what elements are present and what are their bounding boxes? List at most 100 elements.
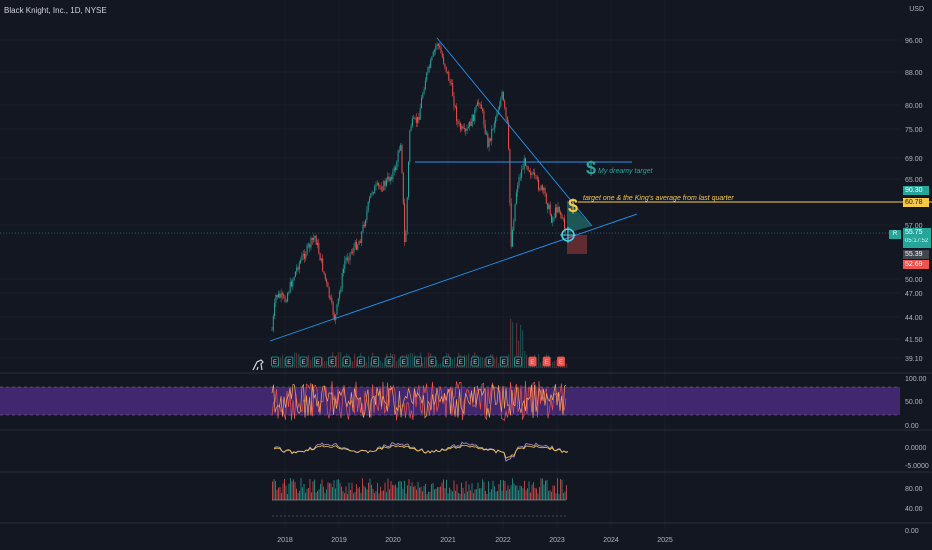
currency-label[interactable]: USD	[909, 6, 924, 13]
earnings-marker[interactable]	[399, 356, 408, 367]
dreamy-target-label[interactable]: My dreamy target	[598, 168, 654, 175]
earnings-marker[interactable]	[485, 356, 494, 367]
earnings-marker[interactable]	[471, 356, 480, 367]
oscillator-bar	[407, 485, 408, 500]
earnings-marker[interactable]	[428, 356, 437, 367]
candle-body	[362, 224, 364, 232]
oscillator-bar	[350, 490, 351, 500]
earnings-marker[interactable]	[271, 356, 279, 367]
oscillator-bar	[525, 490, 527, 500]
candle-body	[339, 291, 341, 299]
earnings-marker[interactable]	[414, 356, 422, 367]
price-tick-label: 88.00	[905, 70, 923, 77]
oscillator-bar	[564, 491, 566, 500]
volume-bar	[554, 360, 556, 368]
oscillator-bar	[495, 491, 497, 500]
candle-body	[293, 277, 295, 281]
candle-body	[287, 293, 289, 302]
earnings-marker[interactable]	[499, 356, 508, 367]
volume-bar	[510, 318, 512, 368]
volume-bar	[410, 352, 412, 368]
earnings-marker[interactable]	[557, 356, 565, 367]
earnings-marker[interactable]	[442, 356, 451, 367]
earnings-marker[interactable]	[514, 356, 522, 367]
oscillator-bar	[486, 493, 488, 500]
oscillator-bar	[444, 487, 446, 500]
oscillator-bar	[395, 484, 396, 500]
candle-body	[291, 281, 292, 287]
oscillator-bar	[461, 482, 462, 500]
earnings-marker[interactable]	[528, 356, 537, 367]
oscillator-bar	[387, 478, 389, 500]
oscillator-bar	[435, 488, 437, 500]
volume-bar	[454, 357, 456, 368]
candle-body	[492, 128, 494, 130]
volume-bar	[284, 359, 286, 368]
earnings-marker[interactable]	[456, 356, 465, 367]
descending-trendline[interactable]	[436, 37, 593, 227]
earnings-marker[interactable]	[371, 356, 380, 367]
earnings-marker[interactable]	[285, 356, 294, 367]
oscillator-bar	[437, 487, 438, 500]
earnings-marker[interactable]	[328, 356, 337, 367]
earnings-marker[interactable]	[542, 356, 551, 367]
king-target-label[interactable]: target one & the King's average from las…	[583, 195, 734, 202]
oscillator-bar	[342, 490, 344, 500]
oscillator-bar	[443, 479, 444, 500]
time-axis[interactable]: 2018 2019 2020 2021 2022 2023 2024 2025	[277, 537, 673, 544]
candle-body	[405, 232, 407, 242]
earnings-marker[interactable]	[313, 356, 322, 367]
earnings-marker-label: E	[445, 360, 449, 366]
volume-bar	[484, 358, 486, 368]
candle-body	[307, 244, 309, 246]
candle-body	[469, 121, 471, 127]
candle-body	[324, 273, 326, 280]
volume-bar	[524, 350, 526, 368]
candle-body	[557, 206, 559, 213]
oscillator-bar	[287, 493, 288, 500]
r-badge[interactable]: R	[889, 230, 901, 239]
candle-body	[535, 175, 537, 177]
earnings-marker[interactable]	[299, 356, 308, 367]
price-axis[interactable]: 96.00 88.00 80.00 75.00 69.00 65.00 57.00 50.00…	[905, 38, 923, 363]
candle-body	[396, 162, 398, 170]
earnings-marker[interactable]	[356, 356, 365, 367]
candle-body	[480, 104, 482, 109]
oscillator-bar	[479, 488, 480, 500]
oscillator-bar	[345, 486, 347, 500]
candle-body	[375, 184, 377, 187]
volume-bar	[450, 356, 452, 368]
stop-zone[interactable]	[567, 235, 587, 254]
time-tick-label: 2025	[657, 537, 673, 544]
oscillator-bar	[542, 478, 543, 500]
candle-body	[522, 168, 524, 170]
king-dollar-icon: $	[568, 196, 578, 216]
symbol-title[interactable]: Black Knight, Inc., 1D, NYSE	[4, 6, 107, 15]
oscillator-bar	[528, 481, 530, 500]
candle-body	[341, 273, 343, 289]
oscillator-bar	[369, 478, 371, 500]
price-tag-yellow: 60.78	[903, 198, 929, 207]
dino-icon[interactable]	[252, 359, 264, 371]
oscillator-bar	[438, 487, 440, 500]
earnings-marker[interactable]	[342, 356, 351, 367]
candle-body	[449, 80, 451, 84]
target-zone[interactable]	[567, 200, 592, 233]
oscillator-bar	[282, 483, 284, 500]
price-tick-label: 65.00	[905, 177, 923, 184]
candle-body	[346, 257, 348, 260]
volume-bar	[422, 363, 424, 368]
volume-bar	[494, 358, 496, 368]
candle-body	[357, 244, 359, 250]
earnings-marker-label: E	[559, 360, 563, 366]
oscillator-bar	[452, 491, 453, 500]
candle-body	[311, 237, 313, 241]
earnings-marker[interactable]	[385, 356, 394, 367]
candle-body	[344, 260, 346, 269]
candle-body	[440, 47, 442, 54]
oscillator-bar	[534, 487, 536, 500]
candle-body	[551, 214, 552, 223]
oscillator-bar	[491, 489, 492, 500]
